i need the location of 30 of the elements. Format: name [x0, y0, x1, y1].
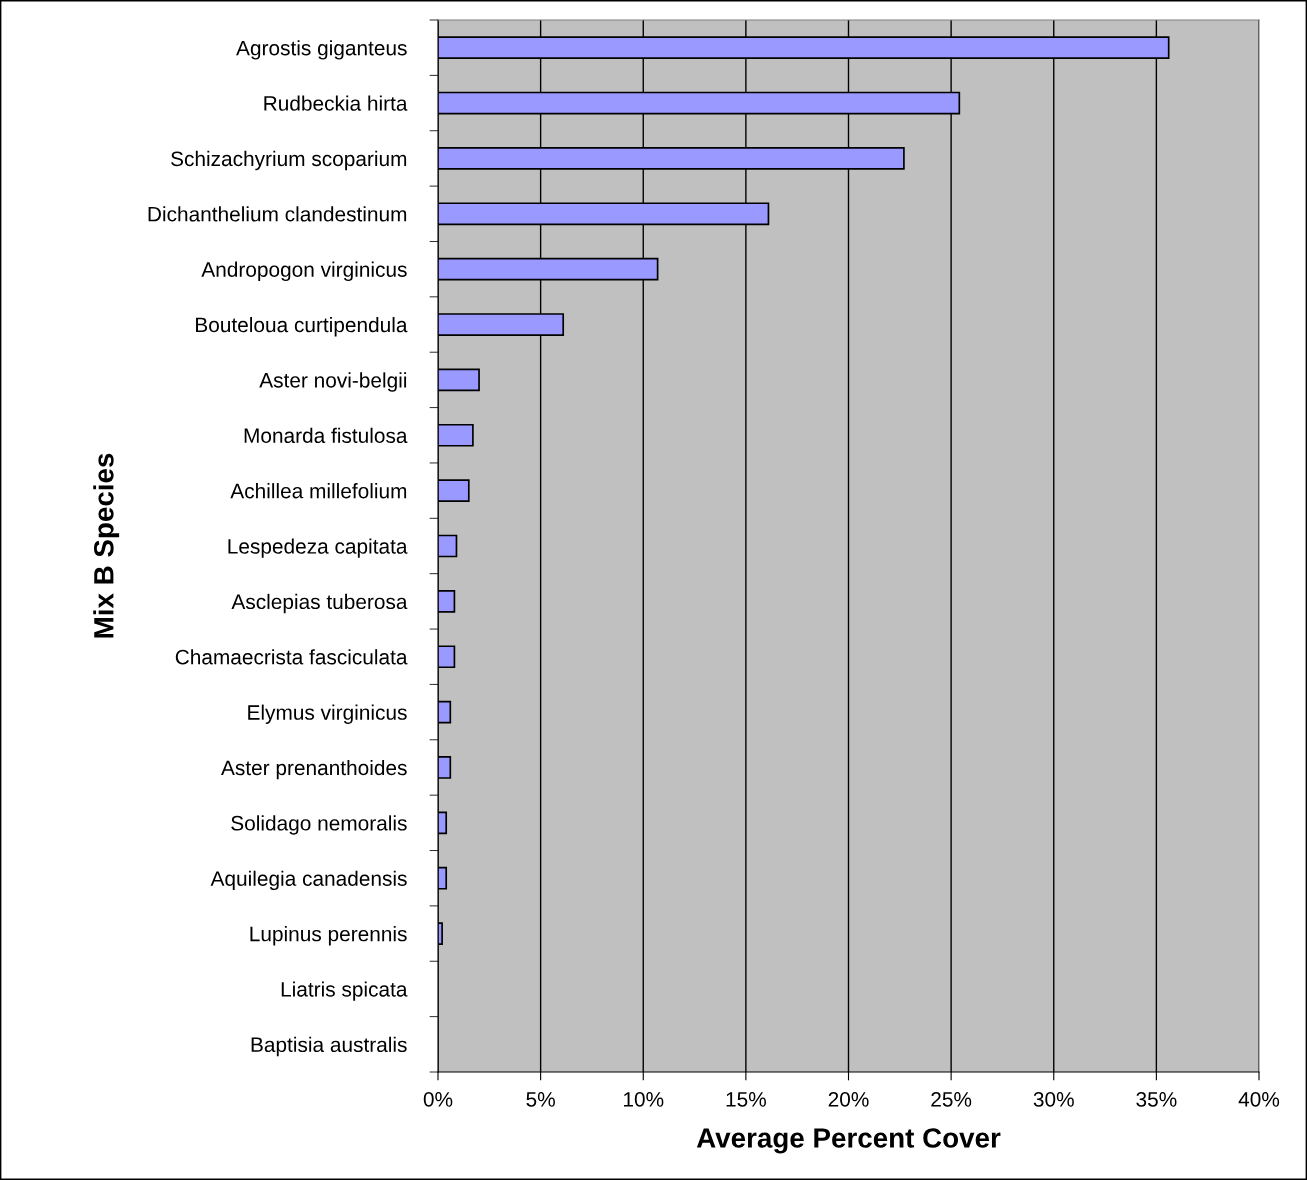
- y-tick-label: Lupinus perennis: [250, 926, 407, 946]
- x-tick-label: 15%: [726, 1092, 766, 1107]
- y-tick-label: Asclepias tuberosa: [231, 593, 408, 614]
- x-tick-label: 35%: [1136, 1091, 1177, 1107]
- y-axis-title: Mix B Species: [93, 453, 120, 638]
- y-tick-label: Achillea millefolium: [230, 483, 407, 499]
- x-tick-label: 0%: [423, 1091, 453, 1107]
- y-tick-label: Rudbeckia hirta: [264, 95, 408, 111]
- x-tick-label: 20%: [828, 1091, 869, 1107]
- y-tick-label: Baptisia australis: [251, 1036, 407, 1057]
- y-tick-label: Dichanthelium clandestinum: [148, 206, 407, 222]
- y-tick-label: Schizachyrium scoparium: [171, 150, 407, 171]
- x-tick-label: 30%: [1033, 1091, 1074, 1107]
- y-tick-label: Aster novi-belgii: [259, 372, 407, 392]
- y-tick-label: Monarda fistulosa: [244, 427, 408, 444]
- y-tick-label: Bouteloua curtipendula: [196, 316, 408, 337]
- y-tick-label: Liatris spicata: [281, 981, 408, 1001]
- x-tick-label: 10%: [623, 1091, 664, 1107]
- y-tick-label: Solidago nemoralis: [231, 815, 407, 835]
- y-tick-label: Aquilegia canadensis: [210, 870, 407, 891]
- y-tick-label: Chamaecrista fasciculata: [175, 649, 408, 665]
- y-tick-label: Aster prenanthoides: [221, 759, 407, 780]
- y-tick-label: Lespedeza capitata: [228, 538, 408, 558]
- x-tick-label: 5%: [526, 1092, 555, 1107]
- x-tick-label: 40%: [1238, 1091, 1280, 1107]
- y-tick-label: Andropogon virginicus: [201, 261, 407, 282]
- x-axis-title: Average Percent Cover: [696, 1128, 1001, 1154]
- x-tick-label: 25%: [931, 1091, 972, 1107]
- y-tick-label: Elymus virginicus: [248, 704, 407, 724]
- y-tick-label: Agrostis giganteus: [236, 40, 407, 60]
